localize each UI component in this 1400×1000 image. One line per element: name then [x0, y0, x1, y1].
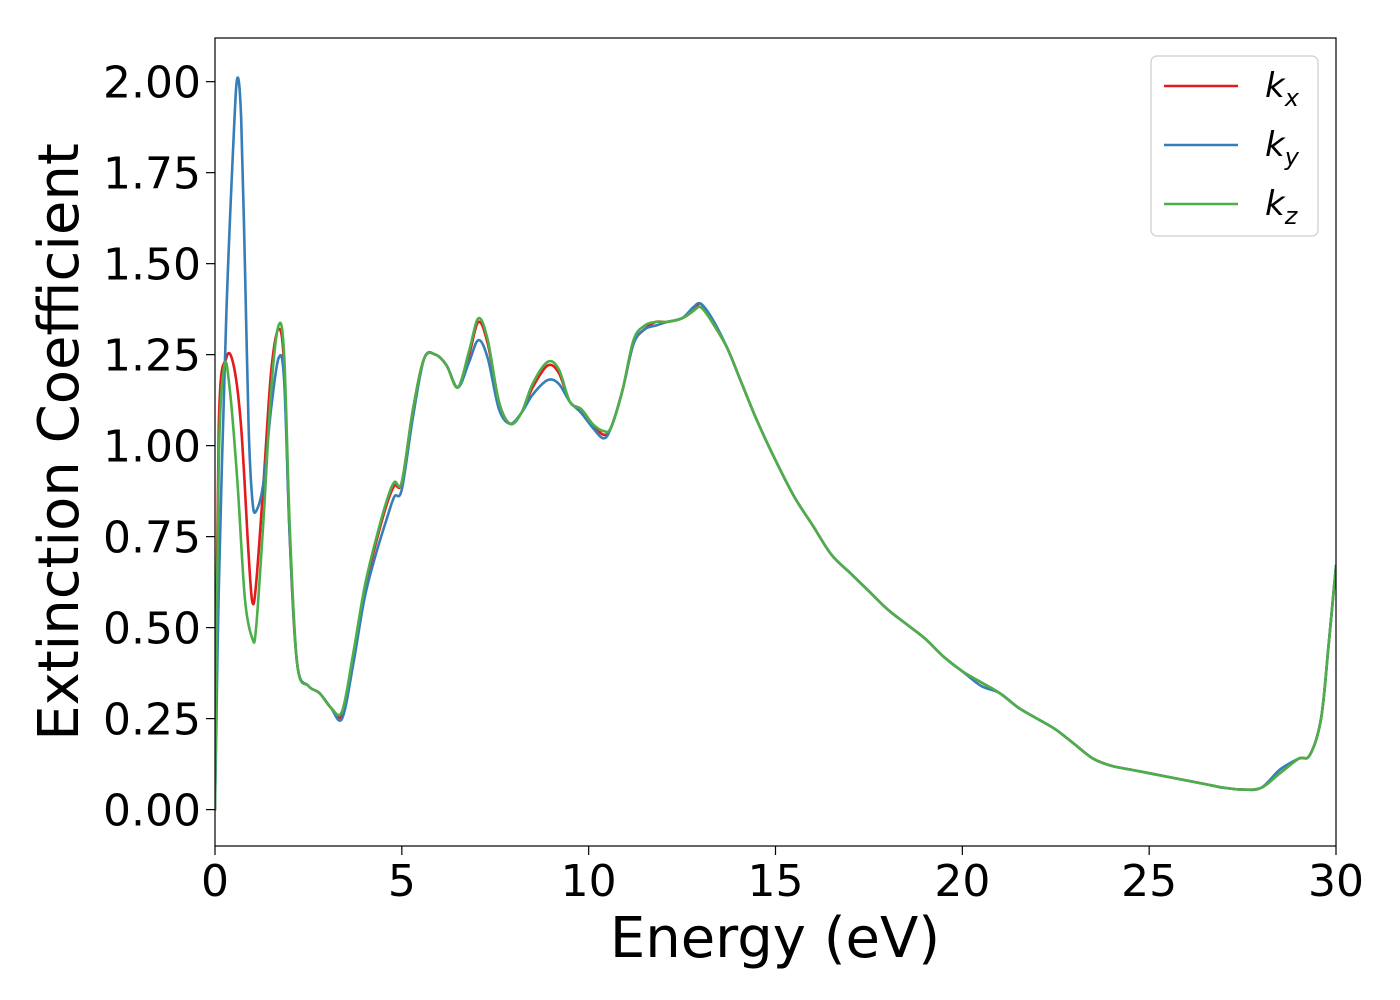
- y-tick-label: 0.75: [103, 513, 201, 564]
- y-axis-ticks: 0.00 0.25 0.50 0.75 1.00 1.25 1.50 1.75 2.00: [103, 58, 215, 837]
- y-tick-label: 1.75: [103, 149, 201, 200]
- legend-label-subscript: x: [1284, 84, 1300, 112]
- series-layer: [215, 76, 1336, 811]
- legend-label-kx: kx: [1265, 66, 1300, 112]
- x-tick-label: 15: [748, 856, 804, 907]
- x-tick-label: 0: [201, 856, 229, 907]
- y-tick-label: 2.00: [103, 58, 201, 109]
- y-tick-label: 1.50: [103, 240, 201, 291]
- y-axis-title: Extinction Coefficient: [27, 143, 92, 741]
- legend-label-base: k: [1265, 66, 1286, 106]
- x-axis-ticks: 0 5 10 15 20 25 30: [201, 846, 1364, 907]
- y-tick-label: 1.00: [103, 422, 201, 473]
- legend-label-base: k: [1265, 125, 1286, 165]
- y-tick-label: 0.50: [103, 604, 201, 655]
- legend-label-subscript: y: [1284, 143, 1300, 171]
- legend-label-kz: kz: [1265, 184, 1299, 230]
- x-axis-title: Energy (eV): [610, 906, 940, 971]
- y-tick-label: 0.00: [103, 786, 201, 837]
- y-tick-label: 1.25: [103, 331, 201, 382]
- y-tick-label: 0.25: [103, 695, 201, 746]
- x-tick-label: 30: [1308, 856, 1364, 907]
- series-line-kz: [215, 305, 1336, 811]
- x-tick-label: 5: [388, 856, 416, 907]
- x-tick-label: 20: [934, 856, 990, 907]
- x-tick-label: 25: [1121, 856, 1177, 907]
- x-tick-label: 10: [561, 856, 617, 907]
- plot-frame: [214, 37, 1337, 847]
- legend-label-base: k: [1265, 184, 1286, 224]
- legend-label-ky: ky: [1265, 125, 1300, 171]
- legend-label-subscript: z: [1284, 202, 1299, 230]
